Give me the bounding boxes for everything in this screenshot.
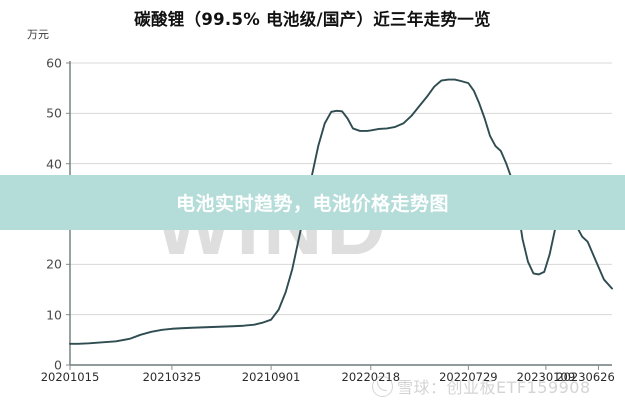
- x-tick-label-1: 20210325: [142, 370, 202, 384]
- overlay-banner-band: [0, 175, 625, 230]
- y-tick-label-0: 0: [54, 357, 62, 373]
- y-tick-label-5: 50: [46, 105, 62, 121]
- y-tick-label-6: 60: [46, 55, 62, 71]
- source-watermark: 雪球：创业板ETF159908: [372, 374, 591, 398]
- snowball-logo-icon: [372, 375, 393, 397]
- y-tick-label-2: 20: [46, 256, 62, 272]
- y-axis-unit-label: 万元: [27, 28, 49, 41]
- x-tick-label-4: 20220729: [439, 370, 498, 384]
- y-tick-label-4: 40: [46, 156, 62, 172]
- y-tick-label-1: 10: [46, 307, 62, 323]
- overlay-banner-text: 电池实时趋势，电池价格走势图: [175, 193, 449, 215]
- x-tick-label-6: 20230626: [556, 370, 615, 384]
- x-tick-label-2: 20210901: [241, 370, 301, 384]
- source-watermark-text: 雪球：创业板ETF159908: [397, 378, 591, 397]
- data-line-series: [69, 78, 613, 345]
- x-tick-label-0: 20201015: [40, 370, 100, 384]
- chart-title: 碳酸锂（99.5% 电池级/国产）近三年走势一览: [134, 10, 491, 29]
- x-tick-label-5: 20230109: [516, 370, 576, 384]
